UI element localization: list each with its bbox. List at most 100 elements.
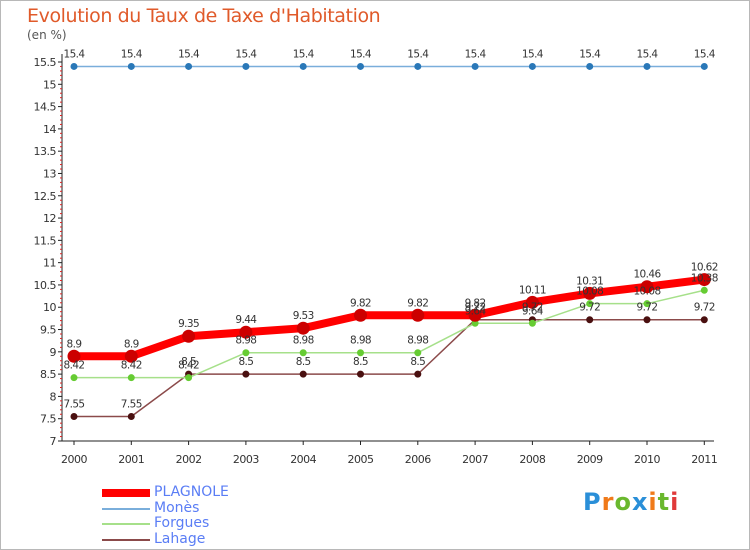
data-label: 15.4 xyxy=(465,48,487,60)
y-tick-label: 7.5 xyxy=(40,413,56,426)
data-point xyxy=(643,316,651,324)
y-tick-label: 8.5 xyxy=(40,368,56,381)
data-label: 9.82 xyxy=(465,297,486,309)
y-tick-label: 12.5 xyxy=(34,190,57,203)
series-forgues xyxy=(70,286,708,382)
series-line xyxy=(70,275,709,361)
data-point xyxy=(586,300,594,308)
data-point xyxy=(357,370,364,378)
logo-letter: t xyxy=(657,488,671,516)
data-label: 10.31 xyxy=(576,275,603,287)
proxiti-logo: Proxiti xyxy=(583,488,679,516)
data-label: 10.11 xyxy=(519,284,546,296)
y-tick-label: 11.5 xyxy=(34,234,57,247)
data-point xyxy=(182,329,196,343)
data-point xyxy=(242,349,250,357)
legend-item-forgues: Forgues xyxy=(102,516,229,532)
y-tick-label: 14.5 xyxy=(34,101,57,114)
data-point xyxy=(586,62,594,70)
data-point xyxy=(127,62,135,70)
data-point xyxy=(354,308,367,322)
data-label: 8.9 xyxy=(124,338,139,350)
data-point xyxy=(586,316,594,324)
x-tick-label: 2008 xyxy=(519,453,545,466)
data-label: 8.98 xyxy=(407,335,428,347)
series-lahage xyxy=(70,316,708,420)
data-point xyxy=(185,62,193,70)
data-point xyxy=(700,62,708,70)
y-axis-unit-label: (en %) xyxy=(27,28,67,42)
data-point xyxy=(357,62,364,70)
data-point xyxy=(414,62,422,70)
data-point xyxy=(185,374,193,382)
chart-title: Evolution du Taux de Taxe d'Habitation xyxy=(27,5,381,27)
logo-letter: o xyxy=(614,488,632,516)
data-label: 8.98 xyxy=(293,335,314,347)
data-label: 15.4 xyxy=(637,48,659,60)
logo-letter: i xyxy=(670,488,680,516)
x-tick-label: 2005 xyxy=(348,453,374,466)
series-plagnole xyxy=(67,273,711,363)
data-point xyxy=(70,412,78,420)
legend-label: PLAGNOLE xyxy=(154,484,229,500)
y-tick-label: 10 xyxy=(43,301,56,314)
data-label: 9.82 xyxy=(350,297,371,309)
legend-label: Lahage xyxy=(154,530,206,547)
data-label: 8.5 xyxy=(353,356,368,368)
legend-item-lahage: Lahage xyxy=(102,530,229,548)
y-tick-label: 12 xyxy=(43,212,56,225)
series-line xyxy=(73,318,706,418)
data-label: 9.44 xyxy=(235,314,257,326)
data-label: 8.5 xyxy=(238,356,253,368)
x-tick-label: 2004 xyxy=(290,453,316,466)
y-tick-label: 9 xyxy=(50,346,57,359)
y-tick-label: 14 xyxy=(43,123,56,136)
data-label: 10.08 xyxy=(576,286,603,298)
data-label: 9.72 xyxy=(637,302,658,314)
data-label: 15.4 xyxy=(522,48,544,60)
y-tick-label: 13 xyxy=(43,167,56,180)
data-label: 15.4 xyxy=(350,48,372,60)
data-label: 9.35 xyxy=(178,318,199,330)
x-tick-label: 2003 xyxy=(233,453,259,466)
data-point xyxy=(471,62,479,70)
legend-swatch xyxy=(102,489,150,497)
y-tick-label: 11 xyxy=(43,257,56,270)
data-label: 8.42 xyxy=(121,360,142,372)
data-label: 9.64 xyxy=(465,305,487,317)
legend-label: Monès xyxy=(154,499,200,516)
y-tick-label: 13.5 xyxy=(34,145,57,158)
data-label-layer: 15.4 15.4 15.4 15.4 15.4 15.4 15.4 15.4 15.4 15.4… xyxy=(64,48,719,410)
x-tick-label: 2007 xyxy=(462,453,488,466)
data-point xyxy=(70,62,78,70)
logo-letter: P xyxy=(583,488,602,516)
data-label: 9.64 xyxy=(522,305,544,317)
x-tick-label: 2000 xyxy=(61,453,87,466)
data-label: 15.4 xyxy=(64,48,86,60)
data-label: 8.5 xyxy=(410,356,425,368)
data-label: 9.72 xyxy=(579,302,600,314)
data-label: 8.5 xyxy=(296,356,311,368)
data-point xyxy=(414,349,422,357)
data-point xyxy=(67,349,81,363)
data-label: 9.53 xyxy=(293,310,314,322)
logo-letter: r xyxy=(601,488,615,516)
legend-swatch xyxy=(102,523,150,525)
legend-item-mons: Monès xyxy=(102,499,229,517)
data-point xyxy=(411,308,425,322)
series-line xyxy=(73,289,706,379)
data-point xyxy=(525,295,539,309)
data-label: 15.4 xyxy=(579,48,601,60)
legend-label: Forgues xyxy=(154,515,210,531)
data-label: 9.72 xyxy=(694,302,715,314)
data-label: 15.4 xyxy=(293,48,315,60)
series-layer xyxy=(67,62,711,420)
x-tick-label: 2002 xyxy=(176,453,202,466)
logo-letter: x xyxy=(631,488,649,516)
y-tick-label: 15 xyxy=(43,78,56,91)
legend-item-plagnole: PLAGNOLE xyxy=(102,485,229,501)
data-point xyxy=(299,62,307,70)
data-label: 10.08 xyxy=(633,286,660,298)
